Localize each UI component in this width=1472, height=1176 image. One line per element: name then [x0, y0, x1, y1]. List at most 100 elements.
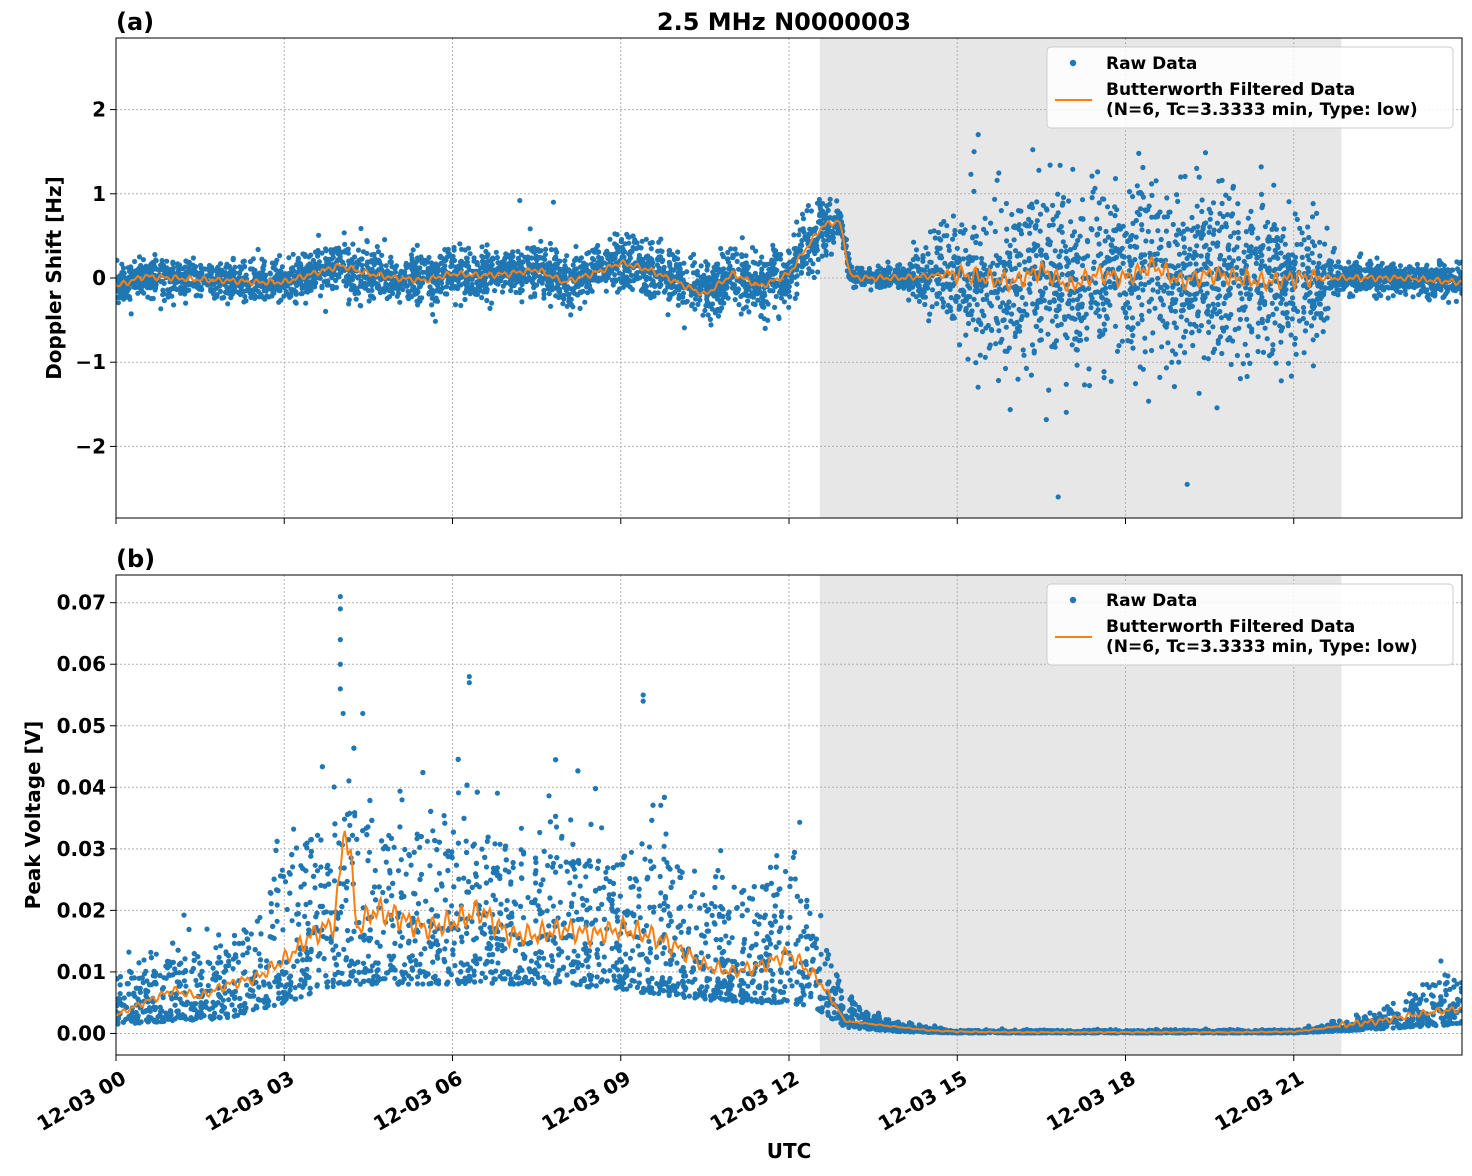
raw-data-point	[1403, 267, 1408, 272]
raw-data-point	[1149, 193, 1154, 198]
raw-data-point	[1200, 197, 1205, 202]
raw-data-point	[695, 272, 700, 277]
raw-data-point	[1331, 249, 1336, 254]
raw-data-point	[1272, 294, 1277, 299]
raw-data-point	[138, 263, 143, 268]
raw-data-point	[1302, 350, 1307, 355]
raw-data-point	[1219, 315, 1224, 320]
raw-data-point	[1223, 313, 1228, 318]
raw-data-point	[269, 293, 274, 298]
raw-data-point	[286, 255, 291, 260]
raw-data-point	[1061, 239, 1066, 244]
raw-data-point	[1318, 296, 1323, 301]
raw-data-point	[1116, 267, 1121, 272]
raw-data-point	[621, 255, 626, 260]
raw-data-point	[1192, 292, 1197, 297]
raw-data-point	[1410, 294, 1415, 299]
raw-data-point	[1174, 232, 1179, 237]
raw-data-point	[942, 261, 947, 266]
raw-data-point	[1293, 255, 1298, 260]
raw-data-point	[614, 245, 619, 250]
raw-data-point	[333, 278, 338, 283]
raw-data-point	[485, 254, 490, 259]
raw-data-point	[572, 258, 577, 263]
raw-data-point	[974, 327, 979, 332]
raw-data-point	[971, 225, 976, 230]
raw-data-point	[1247, 296, 1252, 301]
raw-data-point	[375, 244, 380, 249]
raw-data-point	[1127, 189, 1132, 194]
raw-data-point	[252, 269, 257, 274]
raw-data-point	[1018, 209, 1023, 214]
raw-data-point	[543, 247, 548, 252]
raw-data-point	[752, 260, 757, 265]
raw-data-point	[970, 234, 975, 239]
raw-data-point	[564, 288, 569, 293]
raw-data-point	[1289, 332, 1294, 337]
raw-data-point	[996, 378, 1001, 383]
raw-data-point	[1095, 169, 1100, 174]
raw-data-point	[1207, 207, 1212, 212]
raw-data-point	[1189, 215, 1194, 220]
raw-data-point	[1219, 351, 1224, 356]
raw-data-point	[1146, 229, 1151, 234]
raw-data-point	[1402, 288, 1407, 293]
raw-data-point	[963, 248, 968, 253]
raw-data-point	[1117, 292, 1122, 297]
raw-data-point	[1170, 264, 1175, 269]
raw-data-point	[1281, 226, 1286, 231]
raw-data-point	[1086, 366, 1091, 371]
raw-data-point	[1309, 323, 1314, 328]
raw-data-point	[533, 248, 538, 253]
raw-data-point	[821, 238, 826, 243]
raw-data-point	[1239, 296, 1244, 301]
raw-data-point	[184, 289, 189, 294]
raw-data-point	[718, 267, 723, 272]
raw-data-point	[364, 251, 369, 256]
raw-data-point	[607, 271, 612, 276]
raw-data-point	[615, 232, 620, 237]
raw-data-point	[325, 260, 330, 265]
raw-data-point	[1132, 257, 1137, 262]
raw-data-point	[1000, 318, 1005, 323]
raw-data-point	[1197, 175, 1202, 180]
raw-data-point	[981, 227, 986, 232]
raw-data-point	[1315, 265, 1320, 270]
raw-data-point	[1178, 231, 1183, 236]
raw-data-point	[1054, 314, 1059, 319]
raw-data-point	[761, 305, 766, 310]
raw-data-point	[1181, 236, 1186, 241]
raw-data-point	[1243, 285, 1248, 290]
raw-data-point	[1130, 194, 1135, 199]
raw-data-point	[712, 265, 717, 270]
raw-data-point	[1324, 226, 1329, 231]
raw-data-point	[1041, 203, 1046, 208]
raw-data-point	[451, 277, 456, 282]
raw-data-point	[1218, 253, 1223, 258]
raw-data-point	[1211, 232, 1216, 237]
raw-data-point	[1177, 287, 1182, 292]
raw-data-point	[1064, 382, 1069, 387]
raw-data-point	[1027, 290, 1032, 295]
raw-data-point	[561, 269, 566, 274]
raw-data-point	[1109, 248, 1114, 253]
raw-data-point	[1368, 284, 1373, 289]
raw-data-point	[721, 295, 726, 300]
raw-data-point	[1050, 319, 1055, 324]
raw-data-point	[541, 292, 546, 297]
raw-data-point	[1001, 260, 1006, 265]
raw-data-point	[1011, 303, 1016, 308]
raw-data-point	[1023, 302, 1028, 307]
raw-data-point	[1310, 214, 1315, 219]
raw-data-point	[1254, 261, 1259, 266]
raw-data-point	[457, 241, 462, 246]
raw-data-point	[814, 247, 819, 252]
raw-data-point	[582, 300, 587, 305]
raw-data-point	[1085, 239, 1090, 244]
raw-data-point	[966, 259, 971, 264]
raw-data-point	[1308, 310, 1313, 315]
raw-data-point	[1169, 360, 1174, 365]
raw-data-point	[1033, 224, 1038, 229]
raw-data-point	[1150, 330, 1155, 335]
raw-data-point	[1199, 229, 1204, 234]
